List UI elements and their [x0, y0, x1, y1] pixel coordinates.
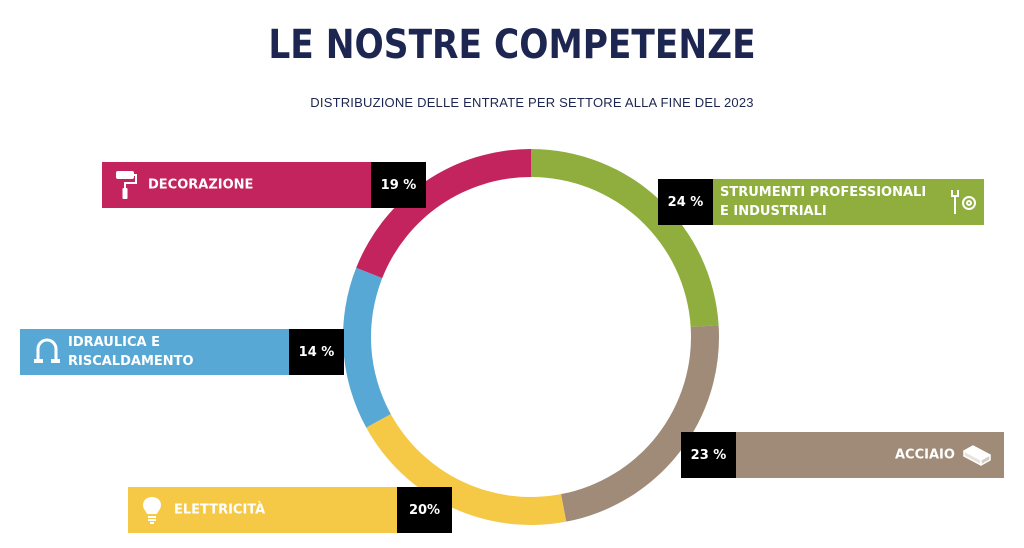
banner-bar	[736, 432, 1004, 478]
percent-label: 20%	[397, 487, 452, 533]
donut-slice-acciaio	[560, 325, 719, 522]
page-subtitle: DISTRIBUZIONE DELLE ENTRATE PER SETTORE …	[310, 95, 754, 110]
segment-label: IDRAULICA E RISCALDAMENTO	[68, 335, 194, 369]
banner-decorazione: 19 % DECORAZIONE	[102, 162, 426, 208]
percent-label: 24 %	[658, 179, 713, 225]
banner-elettricita: 20% ELETTRICITÀ	[128, 487, 452, 533]
steel-bar-icon	[963, 445, 991, 466]
paint-roller-icon	[116, 171, 137, 199]
donut-slice-strumenti	[531, 149, 719, 327]
banner-idraulica: 14 % IDRAULICA E RISCALDAMENTO	[20, 329, 344, 375]
banner-bar	[128, 487, 398, 533]
donut-slice-decorazione	[356, 149, 531, 279]
donut-slice-elettricita	[366, 414, 567, 525]
segment-label: STRUMENTI PROFESSIONALI E INDUSTRIALI	[720, 185, 927, 219]
segment-label: ACCIAIO	[895, 447, 955, 463]
tools-icon	[951, 190, 976, 214]
banner-bar	[20, 329, 290, 375]
banner-bar	[102, 162, 372, 208]
segment-label: DECORAZIONE	[148, 177, 254, 193]
banner-strumenti: 24 % STRUMENTI PROFESSIONALI E INDUSTRIA…	[658, 179, 984, 225]
banner-bar	[713, 179, 984, 225]
banner-acciaio: 23 % ACCIAIO	[681, 432, 1004, 478]
percent-label: 19 %	[371, 162, 426, 208]
percent-label: 14 %	[289, 329, 344, 375]
lightbulb-icon	[143, 497, 161, 524]
donut-slice-idraulica	[343, 267, 391, 428]
pipe-icon	[34, 338, 60, 363]
segment-label: ELETTRICITÀ	[174, 502, 266, 518]
page-title: LE NOSTRE COMPETENZE	[268, 22, 756, 68]
percent-label: 23 %	[681, 432, 736, 478]
